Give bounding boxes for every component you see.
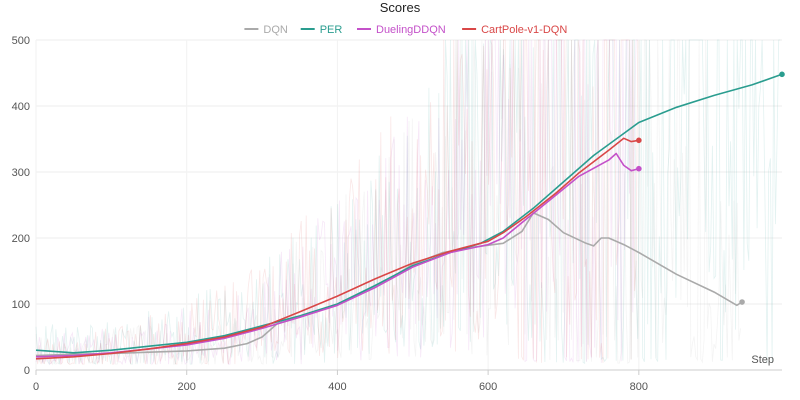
legend-label-dqn: DQN <box>263 24 288 36</box>
axes: 0 100 200 300 400 500 0 200 400 600 800 <box>12 35 782 393</box>
chart-title: Scores <box>380 0 421 15</box>
x-tick-label: 400 <box>328 381 346 393</box>
x-tick-label: 800 <box>630 381 648 393</box>
series-end-point-per <box>779 71 785 78</box>
legend-label-per: PER <box>320 24 343 36</box>
series-end-point-dqn <box>739 299 745 305</box>
x-tick-label: 0 <box>33 381 39 393</box>
x-axis-label: Step <box>751 354 774 366</box>
series-end-point-cartpole-v1-dqn <box>636 137 642 144</box>
series-lines <box>35 71 785 360</box>
legend: DQN PER DuelingDDQN CartPole-v1-DQN <box>244 24 567 36</box>
y-tick-label: 100 <box>12 299 30 311</box>
y-tick-label: 500 <box>12 35 30 47</box>
raw-trace-duelingddqn <box>35 39 638 366</box>
raw-noise <box>35 39 781 366</box>
y-tick-label: 400 <box>12 101 30 113</box>
y-tick-label: 300 <box>12 167 30 179</box>
series-line-cartpole-v1-dqn <box>35 137 639 360</box>
x-tick-label: 600 <box>479 381 497 393</box>
y-tick-label: 200 <box>12 233 30 245</box>
raw-trace-cartpole-v1-dqn <box>35 39 639 365</box>
x-tick-label: 200 <box>178 381 196 393</box>
legend-label-cartpole-v1-dqn: CartPole-v1-DQN <box>481 24 567 36</box>
series-end-point-duelingddqn <box>636 165 642 172</box>
legend-label-duelingddqn: DuelingDDQN <box>376 24 446 36</box>
y-tick-label: 0 <box>24 365 30 377</box>
